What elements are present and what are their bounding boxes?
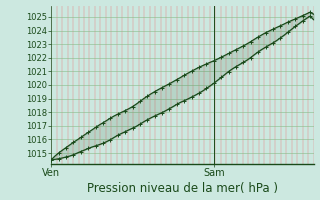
X-axis label: Pression niveau de la mer( hPa ): Pression niveau de la mer( hPa ) (87, 182, 278, 195)
